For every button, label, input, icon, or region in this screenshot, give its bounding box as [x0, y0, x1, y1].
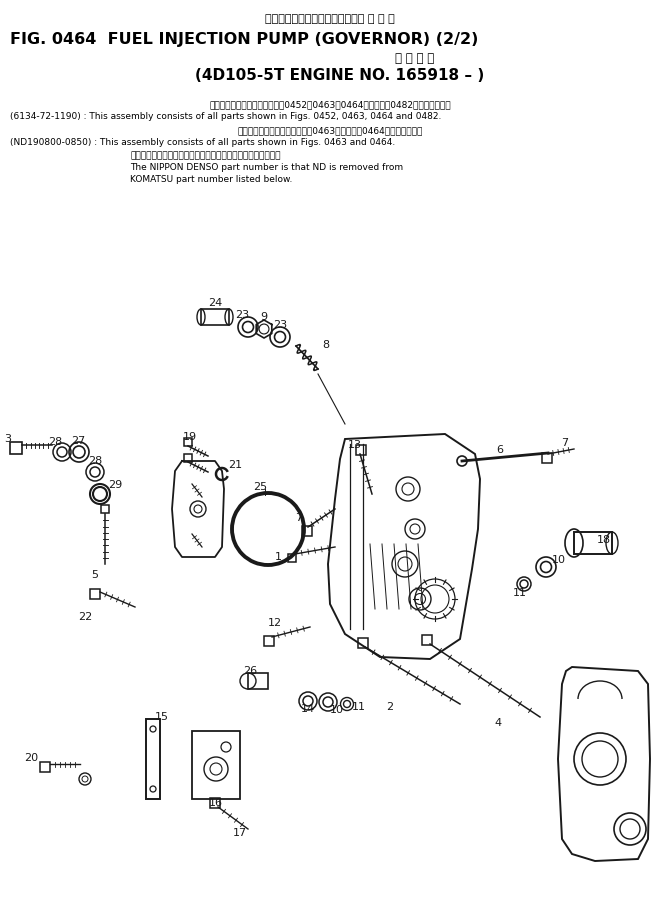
- Bar: [192, 732, 240, 800]
- Text: 15: 15: [155, 711, 169, 721]
- Text: 適 用 号 機: 適 用 号 機: [395, 52, 434, 65]
- Text: 21: 21: [228, 460, 242, 470]
- Text: このアセンブリの構成部品は第0452，0463，0464図および第0482図を含みます。: このアセンブリの構成部品は第0452，0463，0464図および第0482図を含…: [209, 100, 451, 108]
- Text: 23: 23: [235, 310, 249, 320]
- Text: 4: 4: [494, 717, 502, 727]
- Bar: [210, 798, 220, 808]
- Text: 11: 11: [513, 587, 527, 597]
- Text: 16: 16: [209, 797, 223, 807]
- Text: (6134-72-1190) : This assembly consists of all parts shown in Figs. 0452, 0463, : (6134-72-1190) : This assembly consists …: [10, 112, 442, 121]
- Text: 29: 29: [108, 480, 122, 490]
- Text: 10: 10: [330, 704, 344, 714]
- Bar: [40, 762, 50, 772]
- Bar: [542, 453, 552, 463]
- Text: 12: 12: [268, 618, 282, 628]
- Bar: [90, 589, 100, 599]
- Bar: [358, 639, 368, 648]
- Bar: [264, 636, 274, 646]
- Bar: [184, 455, 192, 462]
- Bar: [10, 443, 22, 455]
- Text: 17: 17: [233, 827, 247, 837]
- Text: 13: 13: [348, 439, 362, 449]
- Bar: [146, 720, 160, 800]
- Text: 23: 23: [273, 320, 287, 330]
- Text: 28: 28: [48, 437, 62, 447]
- Text: 18: 18: [597, 535, 611, 544]
- Text: 5: 5: [92, 570, 98, 579]
- Text: 14: 14: [301, 703, 315, 713]
- Text: 8: 8: [322, 340, 329, 349]
- Text: 10: 10: [552, 554, 566, 564]
- Text: このアセンブリの構成部品は第0463図および第0464図を含みます。: このアセンブリの構成部品は第0463図および第0464図を含みます。: [238, 126, 422, 135]
- Bar: [248, 674, 268, 689]
- Text: 28: 28: [88, 456, 102, 466]
- Text: 27: 27: [71, 436, 85, 446]
- Text: 1: 1: [275, 551, 282, 562]
- Text: 20: 20: [24, 752, 38, 762]
- Bar: [574, 532, 612, 554]
- Text: 26: 26: [243, 665, 257, 675]
- Text: ファエルインジェクションポンプ ガ バ ナ: ファエルインジェクションポンプ ガ バ ナ: [265, 14, 395, 24]
- Text: 9: 9: [261, 312, 267, 322]
- Text: (ND190800-0850) : This assembly consists of all parts shown in Figs. 0463 and 04: (ND190800-0850) : This assembly consists…: [10, 138, 395, 147]
- Text: 6: 6: [496, 445, 504, 455]
- Bar: [101, 505, 109, 514]
- Text: 7: 7: [295, 513, 302, 522]
- Text: FIG. 0464  FUEL INJECTION PUMP (GOVERNOR) (2/2): FIG. 0464 FUEL INJECTION PUMP (GOVERNOR)…: [10, 32, 478, 47]
- Text: 2: 2: [387, 701, 393, 711]
- Bar: [302, 527, 312, 537]
- Text: 品番のメーカー記号ケデを使いたものが日本電装の品番です。: 品番のメーカー記号ケデを使いたものが日本電装の品番です。: [130, 151, 280, 160]
- Bar: [356, 446, 366, 456]
- Text: 7: 7: [562, 437, 568, 448]
- Text: 22: 22: [78, 611, 92, 621]
- Bar: [184, 438, 192, 447]
- Text: The NIPPON DENSO part number is that ND is removed from: The NIPPON DENSO part number is that ND …: [130, 163, 403, 172]
- Bar: [201, 310, 229, 325]
- Text: 24: 24: [208, 298, 222, 308]
- Text: 25: 25: [253, 482, 267, 492]
- Bar: [288, 554, 296, 562]
- Bar: [422, 635, 432, 645]
- Text: 3: 3: [5, 434, 11, 444]
- Text: 11: 11: [352, 701, 366, 711]
- Text: (4D105-5T ENGINE NO. 165918 – ): (4D105-5T ENGINE NO. 165918 – ): [195, 68, 484, 83]
- Text: 19: 19: [183, 432, 197, 441]
- Text: KOMATSU part number listed below.: KOMATSU part number listed below.: [130, 175, 292, 184]
